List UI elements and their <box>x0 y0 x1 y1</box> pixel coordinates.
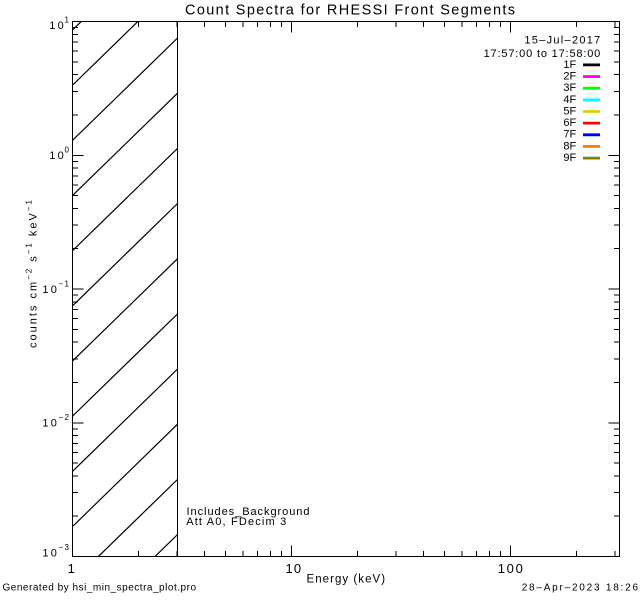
svg-text:−2: −2 <box>59 413 70 422</box>
svg-text:10: 10 <box>286 561 302 576</box>
svg-text:1: 1 <box>68 561 75 576</box>
svg-text:Energy (keV): Energy (keV) <box>307 574 386 586</box>
svg-text:0: 0 <box>65 146 70 155</box>
svg-text:3F: 3F <box>563 82 576 94</box>
svg-text:28–Apr–2023 18:26: 28–Apr–2023 18:26 <box>522 583 639 594</box>
svg-text:1F: 1F <box>563 59 576 71</box>
svg-text:2F: 2F <box>563 71 576 83</box>
svg-text:17:57:00 to 17:58:00: 17:57:00 to 17:58:00 <box>484 48 601 60</box>
svg-text:Includes_Background: Includes_Background <box>187 506 310 518</box>
svg-text:−1: −1 <box>59 279 70 288</box>
svg-text:4F: 4F <box>563 94 576 106</box>
svg-text:6F: 6F <box>563 117 576 129</box>
svg-text:−3: −3 <box>59 543 70 552</box>
svg-text:8F: 8F <box>563 140 576 152</box>
svg-text:Att A0, FDecim 3: Att A0, FDecim 3 <box>186 516 286 528</box>
svg-text:7F: 7F <box>563 129 576 141</box>
svg-text:15–Jul–2017: 15–Jul–2017 <box>524 35 600 47</box>
svg-text:counts cm−2 s−1 keV−1: counts cm−2 s−1 keV−1 <box>25 199 40 348</box>
svg-text:5F: 5F <box>563 105 576 117</box>
svg-text:100: 100 <box>498 561 523 576</box>
svg-text:9F: 9F <box>563 152 576 164</box>
svg-text:Count Spectra for RHESSI Front: Count Spectra for RHESSI Front Segments <box>185 3 515 19</box>
svg-text:Generated by hsi_min_spectra_p: Generated by hsi_min_spectra_plot.pro <box>3 583 197 594</box>
svg-text:1: 1 <box>65 15 70 24</box>
